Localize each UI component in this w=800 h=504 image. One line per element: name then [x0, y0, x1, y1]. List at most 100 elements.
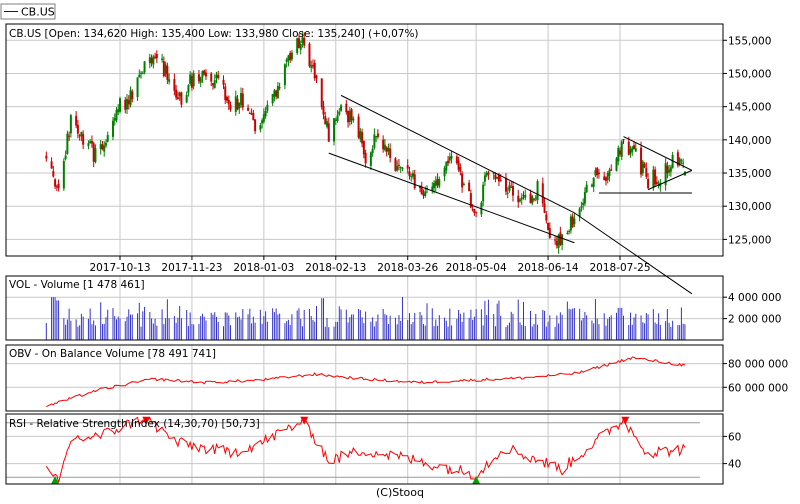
candle-body: [101, 144, 104, 150]
candle-body: [322, 106, 325, 115]
candle-body: [210, 73, 213, 82]
candle-body: [276, 86, 279, 98]
candle-body: [271, 94, 274, 104]
candle-body: [241, 93, 244, 108]
candle-body: [668, 169, 671, 173]
y-tick-label: 4 000 000: [728, 292, 781, 304]
candle-body: [164, 64, 167, 75]
y-tick-label: 60: [728, 431, 741, 443]
candle-body: [68, 135, 71, 137]
candle-body: [211, 83, 214, 86]
candle-body: [408, 171, 411, 176]
candle-body: [555, 240, 558, 246]
candle-body: [229, 104, 232, 110]
candle-body: [583, 192, 586, 204]
candle-body: [554, 239, 557, 241]
candle-body: [483, 175, 486, 182]
legend-tab[interactable]: CB.US: [0, 3, 56, 20]
candle-body: [254, 119, 257, 132]
candle-body: [248, 113, 251, 115]
candle-body: [594, 170, 597, 176]
candle-body: [445, 161, 448, 171]
candle-body: [124, 99, 127, 110]
candle-body: [376, 133, 379, 138]
y-tick-label: 60 000 000: [728, 382, 788, 394]
panel-frame: [5, 275, 724, 341]
candle-body: [189, 74, 192, 84]
candle-body: [382, 139, 385, 150]
candle-body: [448, 156, 451, 161]
candle-body: [411, 173, 414, 177]
panel-frame: [5, 23, 724, 257]
candle-body: [131, 91, 134, 100]
candle-body: [580, 206, 583, 208]
candle-body: [471, 209, 474, 211]
candle-body: [385, 147, 388, 153]
candle-body: [585, 184, 588, 193]
candle-body: [629, 149, 632, 154]
candle-body: [76, 124, 79, 134]
candle-body: [80, 132, 83, 137]
candle-body: [236, 98, 239, 110]
candle-body: [652, 169, 655, 187]
candle-body: [373, 134, 376, 148]
candle-body: [494, 174, 497, 180]
x-tick-label: 2018-02-13: [305, 262, 366, 274]
candle-body: [180, 92, 183, 105]
candle-body: [547, 222, 550, 231]
y-tick-label: 80 000 000: [728, 359, 788, 371]
candle-body: [606, 173, 609, 180]
candle-body: [87, 143, 90, 146]
candle-body: [336, 115, 339, 121]
candle-body: [192, 73, 195, 87]
footer-credit: (C)Stooq: [376, 486, 424, 499]
y-tick-label: 125,000: [728, 234, 771, 246]
candle-body: [475, 212, 478, 214]
candle-body: [155, 53, 158, 59]
candle-body: [50, 161, 53, 169]
candle-body: [511, 186, 514, 196]
candle-body: [308, 43, 311, 67]
rsi-buy-marker: [51, 476, 60, 484]
candle-body: [524, 194, 527, 198]
candle-body: [397, 164, 400, 166]
candle-body: [615, 158, 618, 171]
candle-body: [424, 191, 427, 197]
y-tick-label: 140,000: [728, 135, 771, 147]
candle-body: [126, 98, 129, 110]
candle-body: [364, 153, 367, 164]
candle-body: [204, 72, 207, 77]
candle-body: [313, 62, 316, 79]
candle-body: [655, 181, 658, 184]
candle-body: [266, 104, 269, 111]
candle-body: [352, 118, 355, 121]
candle-body: [492, 172, 495, 174]
x-tick-label: 2017-10-13: [89, 262, 150, 274]
y-tick-label: 130,000: [728, 201, 771, 213]
candle-body: [431, 186, 434, 191]
candle-body: [389, 148, 392, 159]
candle-body: [682, 162, 685, 164]
candle-body: [285, 59, 288, 62]
candle-body: [680, 160, 683, 162]
candle-body: [620, 141, 623, 157]
candle-body: [604, 177, 607, 181]
candle-body: [176, 97, 179, 100]
candle-body: [371, 148, 374, 154]
candle-body: [52, 171, 55, 177]
trend-line: [574, 212, 693, 295]
candle-body: [406, 165, 409, 169]
candle-body: [506, 192, 509, 194]
candle-body: [569, 216, 572, 231]
candle-body: [311, 65, 314, 67]
y-tick-label: 135,000: [728, 168, 771, 180]
candle-body: [536, 181, 539, 201]
candle-body: [62, 161, 65, 189]
candle-body: [299, 44, 302, 50]
candle-body: [482, 184, 485, 202]
candle-body: [185, 95, 188, 103]
candle-body: [297, 38, 300, 49]
candle-body: [640, 147, 643, 175]
candle-body: [94, 148, 97, 163]
candle-body: [369, 152, 372, 166]
